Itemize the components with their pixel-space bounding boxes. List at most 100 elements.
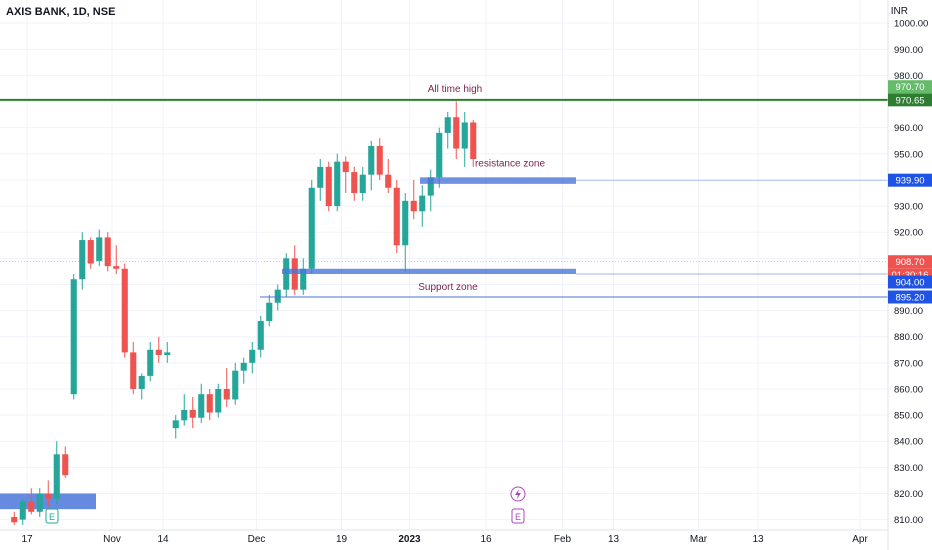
- x-tick-label: 13: [752, 534, 764, 545]
- y-tick-label: 820.00: [894, 489, 923, 500]
- candle-body[interactable]: [342, 161, 349, 173]
- x-tick-label: 19: [336, 534, 348, 545]
- y-tick-label: 960.00: [894, 123, 923, 134]
- y-tick-label: 850.00: [894, 411, 923, 422]
- candle-body[interactable]: [351, 172, 358, 193]
- candle-body[interactable]: [70, 279, 77, 395]
- support-zone[interactable]: [282, 268, 576, 274]
- x-tick-label: 14: [157, 534, 169, 545]
- candle-body[interactable]: [206, 394, 213, 413]
- candle-body[interactable]: [104, 237, 111, 267]
- candle-body[interactable]: [164, 352, 171, 356]
- y-tick-label: 950.00: [894, 149, 923, 160]
- annotation-label: All time high: [428, 84, 482, 95]
- price-badge: [888, 275, 932, 289]
- candle-body[interactable]: [453, 117, 460, 149]
- candle-body[interactable]: [393, 187, 400, 246]
- price-badge: [888, 173, 932, 187]
- candle-body[interactable]: [121, 268, 128, 353]
- x-tick-label: 13: [608, 534, 620, 545]
- y-tick-label: 830.00: [894, 463, 923, 474]
- candle-body[interactable]: [325, 166, 332, 207]
- candle-body[interactable]: [215, 388, 222, 413]
- candle-body[interactable]: [11, 517, 18, 523]
- candle-body[interactable]: [436, 132, 443, 178]
- y-tick-label: 870.00: [894, 358, 923, 369]
- candle-body[interactable]: [62, 454, 69, 476]
- candle-body[interactable]: [308, 187, 315, 269]
- earnings-marker[interactable]: [45, 508, 59, 524]
- x-tick-label: Dec: [248, 534, 266, 545]
- candle-body[interactable]: [249, 349, 256, 363]
- y-tick-label: 980.00: [894, 71, 923, 82]
- candle-body[interactable]: [317, 166, 324, 188]
- x-tick-label: Mar: [690, 534, 708, 545]
- candle-body[interactable]: [45, 493, 52, 499]
- y-tick-label: 1000.00: [894, 19, 928, 30]
- y-tick-label: 990.00: [894, 45, 923, 56]
- x-tick-label: Nov: [103, 534, 121, 545]
- y-tick-label: 930.00: [894, 202, 923, 213]
- candle-body[interactable]: [53, 454, 60, 499]
- candle-body[interactable]: [470, 122, 477, 160]
- price-badge: [888, 255, 932, 269]
- y-tick-label: 840.00: [894, 437, 923, 448]
- annotation-label: Support zone: [418, 282, 478, 293]
- resistance-zone[interactable]: [420, 177, 576, 184]
- price-badge-label: 939.90: [895, 176, 924, 187]
- chart-title: AXIS BANK, 1D, NSE: [6, 6, 116, 18]
- price-badge: [888, 290, 932, 304]
- candle-body[interactable]: [274, 289, 281, 303]
- candle-body[interactable]: [155, 349, 162, 356]
- candle-body[interactable]: [402, 200, 409, 246]
- earnings-marker-label: E: [515, 512, 521, 522]
- candle-body[interactable]: [461, 122, 468, 149]
- candle-body[interactable]: [444, 117, 451, 133]
- candle-body[interactable]: [147, 349, 154, 376]
- candle-body[interactable]: [181, 409, 188, 421]
- x-tick-label: 16: [480, 534, 492, 545]
- candle-body[interactable]: [172, 420, 179, 429]
- x-tick-label: Apr: [852, 534, 868, 545]
- candle-body[interactable]: [36, 493, 43, 512]
- candle-body[interactable]: [410, 200, 417, 212]
- earnings-marker-label: E: [49, 512, 55, 522]
- x-tick-label: Feb: [554, 534, 572, 545]
- candle-body[interactable]: [223, 388, 230, 400]
- candle-body[interactable]: [376, 145, 383, 175]
- price-badge-label: 908.70: [895, 257, 924, 268]
- lightning-icon: [515, 489, 521, 499]
- candle-body[interactable]: [300, 268, 307, 290]
- candle-body[interactable]: [138, 375, 145, 389]
- y-tick-label: 920.00: [894, 228, 923, 239]
- annotation-label: resistance zone: [475, 158, 545, 169]
- y-tick-label: 890.00: [894, 306, 923, 317]
- candle-body[interactable]: [359, 174, 366, 193]
- candle-body[interactable]: [240, 362, 247, 371]
- candle-body[interactable]: [87, 240, 94, 264]
- candle-body[interactable]: [385, 174, 392, 188]
- candle-body[interactable]: [96, 237, 103, 261]
- candle-body[interactable]: [19, 501, 26, 520]
- earnings-marker[interactable]: [511, 508, 525, 524]
- price-badge-label: 970.70: [895, 82, 924, 93]
- candle-body[interactable]: [419, 195, 426, 212]
- candle-body[interactable]: [368, 145, 375, 175]
- candle-body[interactable]: [198, 394, 205, 418]
- currency-label: INR: [890, 6, 908, 17]
- candle-body[interactable]: [189, 409, 196, 418]
- candle-body[interactable]: [28, 501, 35, 512]
- candle-body[interactable]: [113, 266, 120, 269]
- candle-body[interactable]: [334, 161, 341, 207]
- candle-body[interactable]: [232, 370, 239, 400]
- x-tick-label: 2023: [398, 534, 421, 545]
- y-tick-label: 810.00: [894, 515, 923, 526]
- price-badge-label: 904.00: [895, 278, 924, 289]
- candle-body[interactable]: [130, 352, 137, 389]
- candle-body[interactable]: [79, 240, 86, 280]
- candle-body[interactable]: [257, 321, 264, 350]
- candle-body[interactable]: [427, 177, 434, 196]
- candle-body[interactable]: [266, 302, 273, 322]
- x-tick-label: 17: [21, 534, 33, 545]
